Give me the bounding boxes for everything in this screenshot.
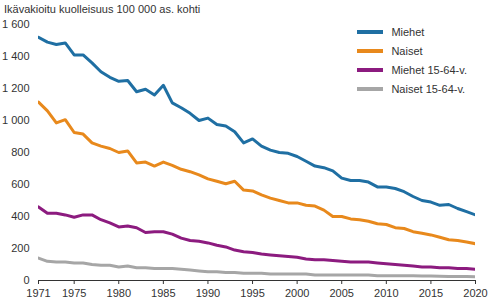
svg-text:1990: 1990 (196, 287, 220, 299)
svg-text:1985: 1985 (151, 287, 175, 299)
svg-text:1 200: 1 200 (2, 82, 30, 94)
svg-text:2000: 2000 (285, 287, 309, 299)
svg-text:1971: 1971 (26, 287, 50, 299)
svg-text:1975: 1975 (62, 287, 86, 299)
svg-text:1995: 1995 (240, 287, 264, 299)
html-text:Ikävakioitu kuolleisuus 100 00: Ikävakioitu kuolleisuus 100 000 as. koht… (4, 3, 201, 15)
svg-text:1 600: 1 600 (2, 18, 30, 30)
svg-text:1 400: 1 400 (2, 50, 30, 62)
html-text:Naiset: Naiset (391, 44, 423, 57)
svg-text:2015: 2015 (419, 287, 443, 299)
svg-text:0: 0 (23, 274, 29, 286)
html-text:Naiset 15-64-v.: Naiset 15-64-v. (391, 82, 466, 95)
svg-text:2010: 2010 (374, 287, 398, 299)
html-text:Miehet 15-64-v.: Miehet 15-64-v. (391, 63, 467, 76)
svg-text:2020: 2020 (463, 287, 487, 299)
svg-text:400: 400 (11, 210, 29, 222)
svg-text:800: 800 (11, 146, 29, 158)
svg-text:200: 200 (11, 242, 29, 254)
html-text:Miehet: Miehet (391, 25, 425, 38)
svg-text:1 000: 1 000 (2, 114, 30, 126)
svg-text:2005: 2005 (329, 287, 353, 299)
svg-text:1980: 1980 (107, 287, 131, 299)
svg-text:600: 600 (11, 178, 29, 190)
